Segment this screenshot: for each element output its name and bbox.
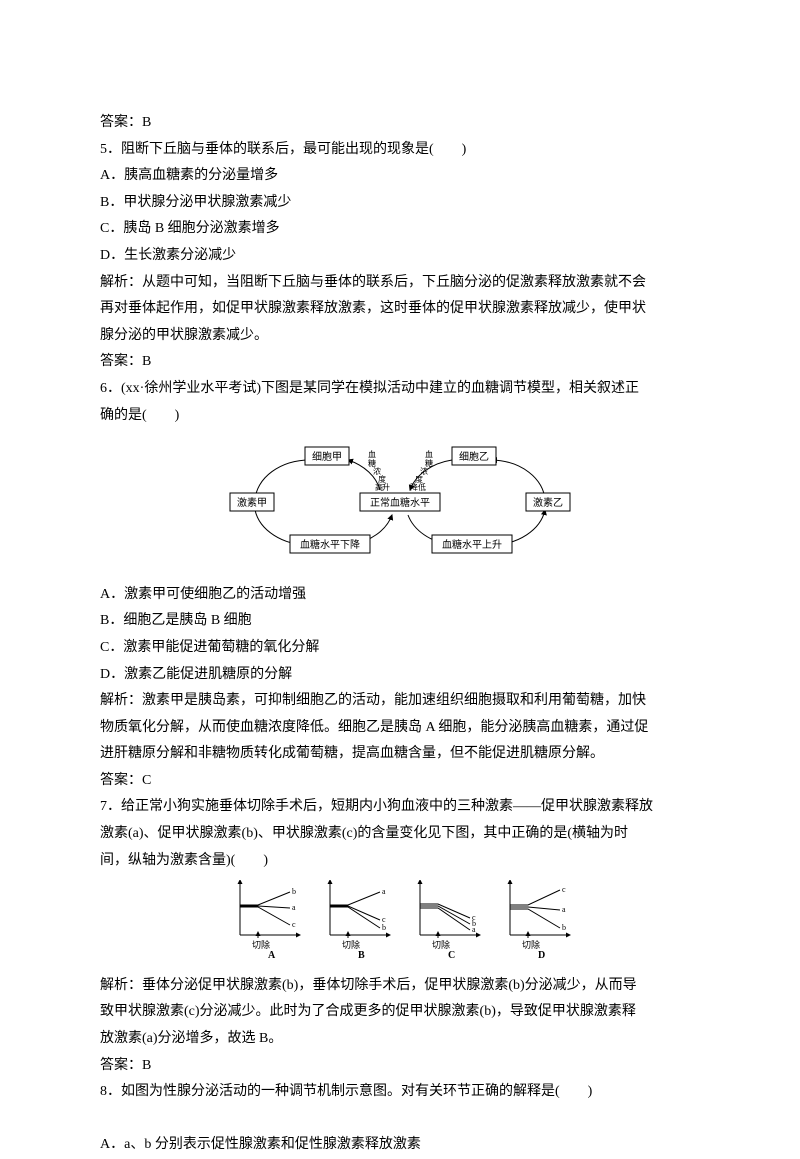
svg-text:C: C xyxy=(448,950,455,960)
answer-text: 答案：B xyxy=(100,110,700,137)
question-7-line: 间，纵轴为激素含量)( ) xyxy=(100,848,700,875)
question-6-line: 确的是( ) xyxy=(100,403,700,430)
explanation-line: 再对垂体起作用，如促甲状腺激素释放激素，这时垂体的促甲状腺激素释放减少，使甲状 xyxy=(100,296,700,323)
document-page: 答案：B 5．阻断下丘脑与垂体的联系后，最可能出现的现象是( ) A．胰高血糖素… xyxy=(0,0,800,1159)
svg-text:升: 升 xyxy=(382,483,390,492)
node-up: 血糖水平上升 xyxy=(442,538,502,551)
option: A．激素甲可使细胞乙的活动增强 xyxy=(100,582,700,609)
option: A．胰高血糖素的分泌量增多 xyxy=(100,163,700,190)
question-6-line: 6．(xx·徐州学业水平考试)下图是某同学在模拟活动中建立的血糖调节模型，相关叙… xyxy=(100,376,700,403)
answer-text: 答案：B xyxy=(100,349,700,376)
node-hormone-b: 激素乙 xyxy=(533,496,563,509)
question-7-line: 激素(a)、促甲状腺激素(b)、甲状腺激素(c)的含量变化见下图，其中正确的是(… xyxy=(100,821,700,848)
svg-text:低: 低 xyxy=(418,482,426,492)
svg-text:a: a xyxy=(472,925,476,934)
svg-text:a: a xyxy=(292,903,296,912)
hormone-charts: b a c 切除 A a c b 切除 B c b a 切除 C c a b 切… xyxy=(100,880,700,971)
svg-text:c: c xyxy=(292,920,296,929)
svg-text:切除: 切除 xyxy=(342,939,360,950)
node-cell-b: 细胞乙 xyxy=(459,450,489,463)
answer-text: 答案：B xyxy=(100,1053,700,1080)
svg-text:B: B xyxy=(358,950,365,960)
svg-text:高: 高 xyxy=(375,482,383,492)
option: D．生长激素分泌减少 xyxy=(100,243,700,270)
label-mid-left: 血 xyxy=(368,449,376,459)
svg-text:A: A xyxy=(268,950,276,960)
explanation-line: 解析：从题中可知，当阻断下丘脑与垂体的联系后，下丘脑分泌的促激素释放激素就不会 xyxy=(100,270,700,297)
question-5: 5．阻断下丘脑与垂体的联系后，最可能出现的现象是( ) xyxy=(100,137,700,164)
option: B．细胞乙是胰岛 B 细胞 xyxy=(100,608,700,635)
svg-text:b: b xyxy=(382,923,386,932)
blank-line xyxy=(100,1106,700,1133)
option: B．甲状腺分泌甲状腺激素减少 xyxy=(100,190,700,217)
explanation-line: 进肝糖原分解和非糖物质转化成葡萄糖，提高血糖含量，但不能促进肌糖原分解。 xyxy=(100,741,700,768)
svg-text:c: c xyxy=(562,885,566,894)
question-8: 8．如图为性腺分泌活动的一种调节机制示意图。对有关环节正确的解释是( ) xyxy=(100,1079,700,1106)
svg-text:b: b xyxy=(562,923,566,932)
svg-text:b: b xyxy=(292,887,296,896)
question-7-line: 7．给正常小狗实施垂体切除手术后，短期内小狗血液中的三种激素——促甲状腺激素释放 xyxy=(100,794,700,821)
label-mid-right: 血 xyxy=(425,449,433,459)
option: D．激素乙能促进肌糖原的分解 xyxy=(100,662,700,689)
node-cell-a: 细胞甲 xyxy=(312,450,342,463)
blood-sugar-diagram: 细胞甲 细胞乙 激素甲 激素乙 正常血糖水平 血糖水平下降 血糖水平上升 血 糖… xyxy=(100,435,700,576)
answer-text: 答案：C xyxy=(100,768,700,795)
node-normal: 正常血糖水平 xyxy=(370,496,430,509)
svg-text:a: a xyxy=(382,887,386,896)
option: A．a、b 分别表示促性腺激素和促性腺激素释放激素 xyxy=(100,1132,700,1159)
explanation-line: 解析：垂体分泌促甲状腺激素(b)，垂体切除手术后，促甲状腺激素(b)分泌减少，从… xyxy=(100,973,700,1000)
option: C．胰岛 B 细胞分泌激素增多 xyxy=(100,216,700,243)
svg-text:切除: 切除 xyxy=(252,939,270,950)
option: C．激素甲能促进葡萄糖的氧化分解 xyxy=(100,635,700,662)
node-hormone-a: 激素甲 xyxy=(237,496,267,509)
node-down: 血糖水平下降 xyxy=(300,538,360,551)
explanation-line: 腺分泌的甲状腺激素减少。 xyxy=(100,323,700,350)
svg-text:切除: 切除 xyxy=(432,939,450,950)
svg-text:切除: 切除 xyxy=(522,939,540,950)
svg-text:a: a xyxy=(562,905,566,914)
explanation-line: 物质氧化分解，从而使血糖浓度降低。细胞乙是胰岛 A 细胞，能分泌胰高血糖素，通过… xyxy=(100,715,700,742)
explanation-line: 放激素(a)分泌增多，故选 B。 xyxy=(100,1026,700,1053)
explanation-line: 解析：激素甲是胰岛素，可抑制细胞乙的活动，能加速组织细胞摄取和利用葡萄糖，加快 xyxy=(100,688,700,715)
explanation-line: 致甲状腺激素(c)分泌减少。此时为了合成更多的促甲状腺激素(b)，导致促甲状腺激… xyxy=(100,999,700,1026)
svg-text:降: 降 xyxy=(410,482,418,492)
svg-text:D: D xyxy=(538,950,545,960)
